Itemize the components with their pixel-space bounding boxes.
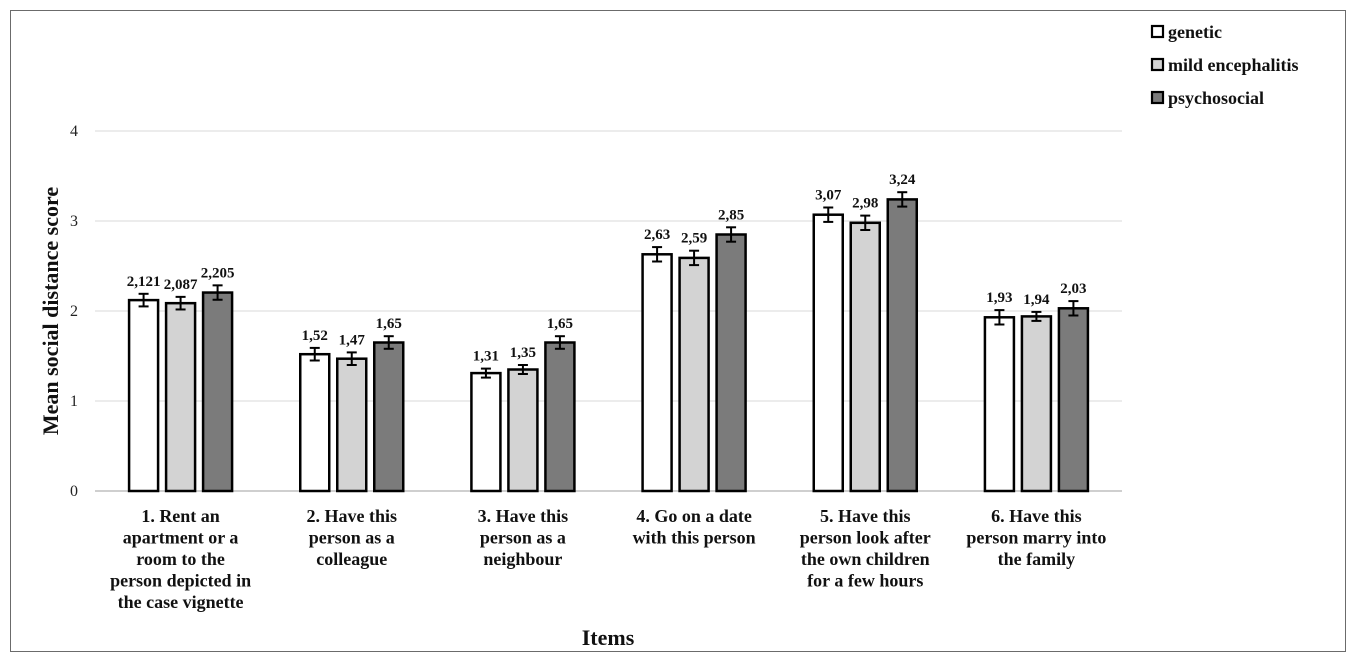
bars: [127, 198, 1090, 493]
legend-label: mild encephalitis: [1168, 55, 1299, 75]
data-label: 2,087: [164, 277, 198, 293]
data-label: 1,35: [510, 345, 536, 361]
error-bars: [138, 191, 1079, 379]
legend-swatch: [1150, 90, 1165, 105]
legend: genetic mild encephalitis psychosocial: [1150, 22, 1299, 108]
bar: [1020, 315, 1053, 493]
data-label: 2,205: [201, 265, 235, 281]
y-tick-label: 4: [70, 123, 78, 140]
bar: [470, 371, 502, 493]
data-label: 2,03: [1060, 281, 1086, 297]
y-axis-title: Mean social distance score: [38, 187, 63, 436]
data-label: 2,85: [718, 207, 744, 223]
legend-label: psychosocial: [1168, 88, 1264, 108]
y-tick-label: 1: [70, 393, 78, 410]
legend-label: genetic: [1168, 22, 1222, 42]
x-tick-label: 1. Rent an apartment or a room to the perso…: [110, 506, 251, 612]
data-label: 3,24: [889, 172, 916, 188]
data-label: 1,94: [1023, 292, 1050, 308]
legend-swatch: [1150, 24, 1165, 39]
bar: [164, 301, 197, 493]
gridlines: [95, 130, 1122, 492]
data-label: 1,93: [986, 290, 1012, 306]
data-label: 1,65: [376, 316, 402, 332]
data-label: 1,31: [473, 349, 499, 365]
data-label: 1,47: [339, 332, 366, 348]
bar: [127, 298, 160, 493]
bar: [1057, 307, 1090, 493]
bar: [983, 316, 1016, 493]
bar: [373, 341, 405, 493]
bar: [507, 368, 539, 493]
data-label: 2,63: [644, 227, 670, 243]
bar: [812, 213, 844, 493]
legend-swatch: [1150, 57, 1165, 72]
bar: [641, 253, 673, 493]
bar: [299, 352, 331, 493]
bar: [678, 256, 710, 493]
data-label: 2,98: [852, 196, 878, 212]
data-label: 2,121: [127, 274, 161, 290]
x-tick-label: 6. Have this person marry into the family: [966, 506, 1106, 569]
x-tick-label: 5. Have this person look after the own chi…: [800, 506, 931, 591]
bar: [886, 198, 918, 493]
y-tick-label: 3: [70, 213, 78, 230]
bar: [715, 233, 747, 493]
x-tick-label: 2. Have this person as a colleague: [306, 506, 397, 569]
category-labels: 1. Rent an apartment or a room to the perso…: [110, 506, 1106, 612]
bar: [201, 291, 234, 493]
bar: [849, 221, 881, 493]
data-label: 1,65: [547, 316, 573, 332]
data-label: 1,52: [302, 328, 328, 344]
x-tick-label: 3. Have this person as a neighbour: [478, 506, 569, 569]
y-tick-label: 0: [70, 483, 78, 500]
bar: [336, 357, 368, 493]
data-label: 2,59: [681, 231, 707, 247]
y-tick-label: 2: [70, 303, 78, 320]
y-tick-labels: 0 1 2 3 4: [70, 123, 78, 500]
bar: [544, 341, 576, 493]
data-label: 3,07: [815, 188, 842, 204]
x-axis-title: Items: [582, 625, 635, 650]
x-tick-label: 4. Go on a date with this person: [633, 506, 756, 548]
